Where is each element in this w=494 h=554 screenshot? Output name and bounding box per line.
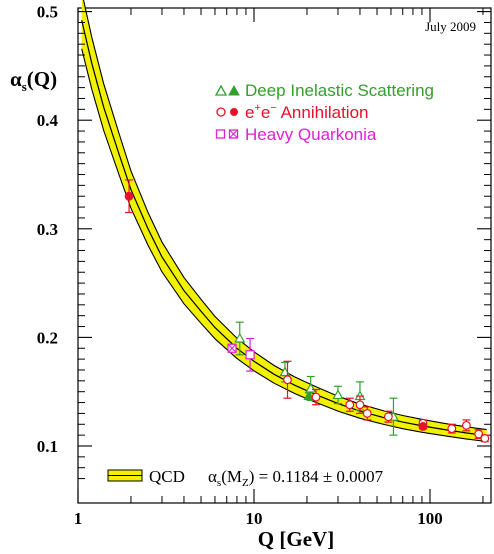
x-tick-label: 100 [417,509,443,528]
x-tick-label: 1 [74,509,83,528]
qcd-legend-label: QCD [149,467,185,486]
alpha-mz-value: αs(MZ) = 0.1184 ± 0.0007 [208,467,384,489]
y-tick-label: 0.5 [37,3,58,22]
ee-point [462,419,471,432]
ee-marker [311,392,321,402]
hq-point [227,343,237,353]
legend-item-hq: Heavy Quarkonia [215,125,377,144]
dis-marker [332,389,344,400]
ee-marker [418,422,428,431]
qcd-central-curve [81,20,487,437]
y-axis-title-tail: (Q) [27,67,57,91]
legend-item-dis: Deep Inelastic Scattering [214,81,434,100]
ee-point [345,397,355,412]
ee-point [355,395,365,415]
ee-marker [474,429,484,439]
ee-point [383,410,393,423]
dis-point [332,385,344,405]
hq-marker-cross [227,343,237,353]
legend-hq-cross [229,129,238,139]
ee-point [447,423,457,434]
ee-marker [447,424,457,434]
dis-marker [234,332,246,343]
date-label: July 2009 [425,19,476,34]
y-tick-label: 0.2 [37,328,58,347]
x-tick-label: 10 [246,509,263,528]
ee-marker [283,375,292,385]
y-tick-label: 0.4 [37,111,59,130]
legend-hq-crossed-marker [228,129,239,139]
legend-hq-open-marker [215,129,226,139]
hq-marker [245,350,255,360]
legend-item-ee: e+e− Annihilation [216,102,369,122]
ee-marker [124,191,134,201]
hq-point [245,337,255,372]
x-axis-title: Q [GeV] [258,527,334,551]
ee-point [362,406,372,421]
ee-marker [362,409,372,418]
plot-frame [77,7,492,504]
legend: Deep Inelastic Scattering e+e− Annihilat… [214,81,434,144]
y-axis-title-alpha: α [10,67,22,91]
ee-marker [345,400,355,410]
qcd-legend: QCD αs(MZ) = 0.1184 ± 0.0007 [107,467,384,489]
y-axis-title-sub: s [22,79,27,94]
ee-marker [462,420,471,430]
ee-point [283,360,292,399]
legend-dis-filled-marker [228,84,240,96]
legend-dis-label: Deep Inelastic Scattering [245,81,434,100]
y-axis-title: αs(Q) [10,67,57,94]
ee-point [480,433,490,443]
legend-ee-label: e+e− Annihilation [245,102,369,122]
legend-ee-filled-marker [230,108,238,116]
legend-dis-open-marker [214,84,228,96]
legend-hq-label: Heavy Quarkonia [245,125,377,144]
ee-point [418,422,428,431]
y-tick-label: 0.1 [37,437,58,456]
ee-marker [383,412,393,422]
ee-marker [480,433,490,443]
dis-point [234,321,246,356]
legend-ee-open-marker [216,107,226,117]
ee-point [311,388,321,406]
y-tick-label: 0.3 [37,220,58,239]
ee-point [124,179,134,214]
axis-ticks: 0.1 0.2 0.3 0.4 0.5 1 10 100 [37,3,491,528]
data-points [124,179,490,443]
ee-marker [355,400,365,410]
